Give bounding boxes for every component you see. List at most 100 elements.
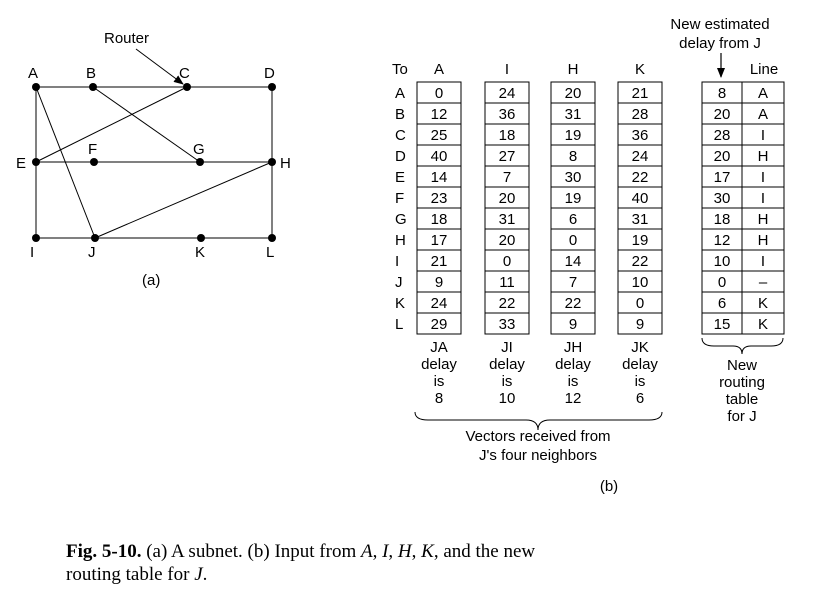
new-delay-value: 28 — [714, 127, 731, 144]
vector-value: 31 — [499, 211, 516, 228]
line-value: H — [758, 211, 769, 228]
node-i — [32, 234, 40, 242]
node-label-b: B — [86, 65, 96, 82]
caption-segment: K — [420, 541, 435, 562]
node-e — [32, 158, 40, 166]
vector-value: 14 — [431, 169, 448, 186]
node-label-k: K — [195, 244, 205, 261]
vector-value: 18 — [431, 211, 448, 228]
neighbor-delay-label: delay — [622, 356, 658, 373]
vector-value: 25 — [431, 127, 448, 144]
vector-value: 33 — [499, 316, 516, 333]
line-value: I — [761, 169, 765, 186]
caption-segment: I — [381, 541, 390, 562]
vector-value: 12 — [431, 106, 448, 123]
neighbor-delay-label: JA — [430, 339, 448, 356]
neighbor-header: K — [635, 61, 645, 78]
vector-value: 17 — [431, 232, 448, 249]
destination-label: I — [395, 253, 399, 270]
vector-value: 29 — [431, 316, 448, 333]
vector-cell — [617, 312, 663, 335]
node-label-e: E — [16, 155, 26, 172]
node-j — [91, 234, 99, 242]
vector-value: 36 — [499, 106, 516, 123]
caption-segment: , — [373, 541, 383, 562]
edge-e-c — [35, 86, 188, 163]
vector-value: 24 — [499, 85, 516, 102]
line-value: I — [761, 127, 765, 144]
vector-value: 19 — [565, 127, 582, 144]
line-value: I — [761, 253, 765, 270]
destination-label: F — [395, 190, 404, 207]
vectors-brace — [414, 411, 663, 431]
line-cell — [741, 312, 785, 335]
line-value: A — [758, 106, 768, 123]
new-table-label: routing — [719, 374, 765, 391]
new-table-label: table — [726, 391, 759, 408]
line-value: A — [758, 85, 768, 102]
caption-line2-italic: J — [194, 564, 204, 585]
vector-value: 23 — [431, 190, 448, 207]
neighbor-delay-label: JK — [631, 339, 649, 356]
new-delay-value: 0 — [718, 274, 726, 291]
destination-label: G — [395, 211, 407, 228]
vector-value: 28 — [632, 106, 649, 123]
node-label-i: I — [30, 244, 34, 261]
node-f — [90, 158, 98, 166]
vector-value: 10 — [632, 274, 649, 291]
destination-label: J — [395, 274, 403, 291]
edge-j-h — [94, 161, 273, 239]
neighbor-delay-label: 12 — [565, 390, 582, 407]
router-arrow — [135, 48, 184, 85]
new-delay-value: 18 — [714, 211, 731, 228]
vector-value: 30 — [565, 169, 582, 186]
vector-value: 19 — [565, 190, 582, 207]
caption-segment: H — [397, 541, 413, 562]
node-label-d: D — [264, 65, 275, 82]
new-estimated-header-line1: New estimated — [670, 16, 769, 33]
node-label-c: C — [179, 65, 190, 82]
vector-value: 7 — [503, 169, 511, 186]
node-h — [268, 158, 276, 166]
vector-cell — [416, 312, 462, 335]
vector-value: 24 — [431, 295, 448, 312]
neighbor-header: A — [434, 61, 444, 78]
figure-caption-line2: routing table for J. — [66, 564, 207, 585]
neighbor-delay-label: 6 — [636, 390, 644, 407]
caption-line2-suffix: . — [203, 564, 208, 585]
destination-label: D — [395, 148, 406, 165]
vector-value: 8 — [569, 148, 577, 165]
line-value: H — [758, 232, 769, 249]
router-label: Router — [104, 30, 149, 47]
caption-segment: , — [412, 541, 422, 562]
line-value: H — [758, 148, 769, 165]
neighbor-delay-label: 10 — [499, 390, 516, 407]
new-delay-value: 10 — [714, 253, 731, 270]
vector-value: 0 — [569, 232, 577, 249]
vector-value: 20 — [499, 232, 516, 249]
new-table-label: New — [727, 357, 757, 374]
vector-value: 20 — [499, 190, 516, 207]
node-label-f: F — [88, 141, 97, 158]
table-caption: (b) — [600, 478, 618, 495]
new-delay-value: 12 — [714, 232, 731, 249]
neighbor-delay-label: JI — [501, 339, 513, 356]
vector-value: 40 — [632, 190, 649, 207]
vector-value: 0 — [503, 253, 511, 270]
neighbor-delay-label: is — [635, 373, 646, 390]
vector-cell — [484, 312, 530, 335]
destination-label: K — [395, 295, 405, 312]
node-g — [196, 158, 204, 166]
node-label-j: J — [88, 244, 96, 261]
destination-label: E — [395, 169, 405, 186]
caption-segment: (a) A subnet. (b) Input from — [141, 541, 361, 562]
vectors-label-line2: J's four neighbors — [479, 447, 597, 464]
vector-value: 11 — [499, 274, 515, 291]
neighbor-delay-label: JH — [564, 339, 582, 356]
